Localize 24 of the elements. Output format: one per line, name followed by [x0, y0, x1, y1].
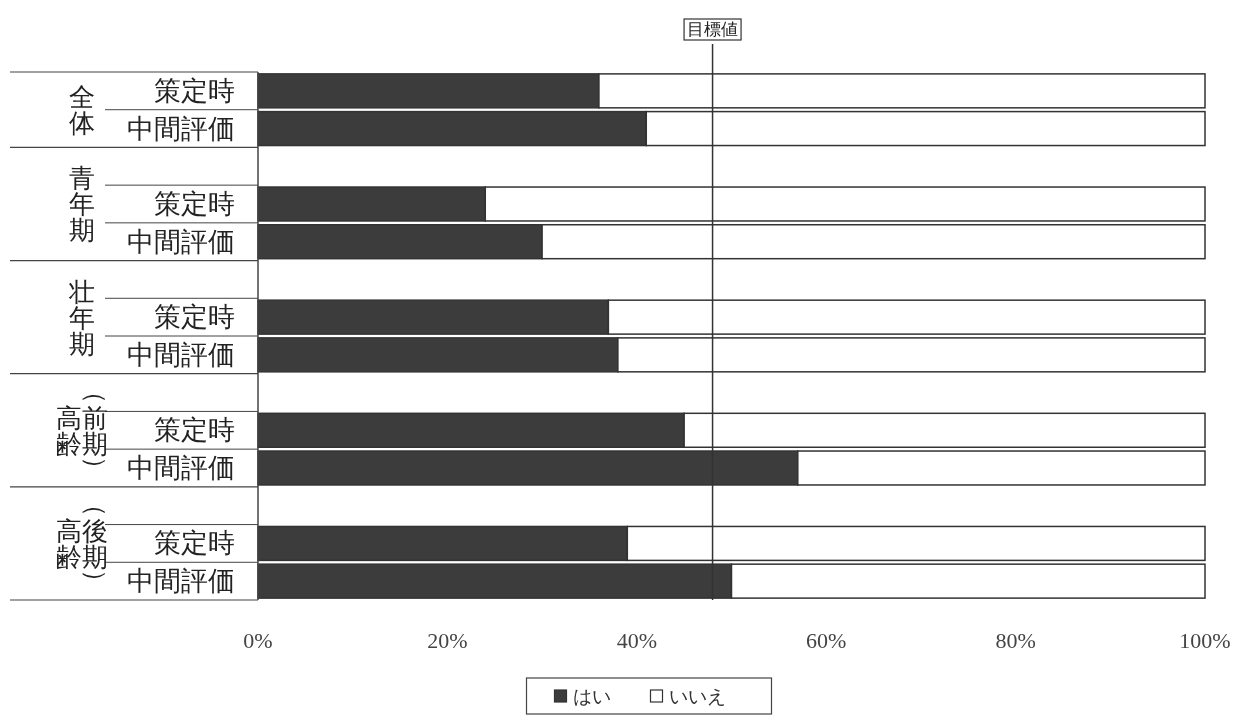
y-tick-label: 策定時 [154, 528, 235, 559]
x-tick-label: 0% [243, 628, 273, 653]
text: 壮年期 [68, 277, 95, 359]
y-tick-label: 中間評価 [127, 453, 235, 483]
text: 青年期 [69, 164, 95, 246]
text: 高齢（前期） [56, 378, 111, 483]
x-tick-label: 20% [427, 628, 468, 653]
y-tick-label: 中間評価 [127, 566, 235, 597]
y-tick-label: 中間評価 [127, 339, 235, 370]
x-tick-label: 60% [806, 628, 847, 653]
y-tick-label: 策定時 [154, 75, 235, 106]
y-tick-label: 中間評価 [127, 226, 235, 257]
ref-line-label: 目標値 [687, 20, 739, 39]
x-tick-label: 100% [1179, 628, 1231, 653]
legend-label: いいえ [668, 686, 726, 707]
y-tick-label: 策定時 [154, 302, 235, 333]
y-tick-label: 策定時 [154, 415, 235, 446]
y-tick-label: 策定時 [154, 189, 235, 219]
y-tick-label: 中間評価 [127, 113, 235, 144]
text: 高齢（後期） [56, 491, 111, 596]
legend-label: はい [572, 686, 611, 707]
x-tick-label: 80% [995, 628, 1036, 653]
x-tick-label: 40% [616, 628, 657, 653]
text: 全体 [69, 83, 95, 139]
